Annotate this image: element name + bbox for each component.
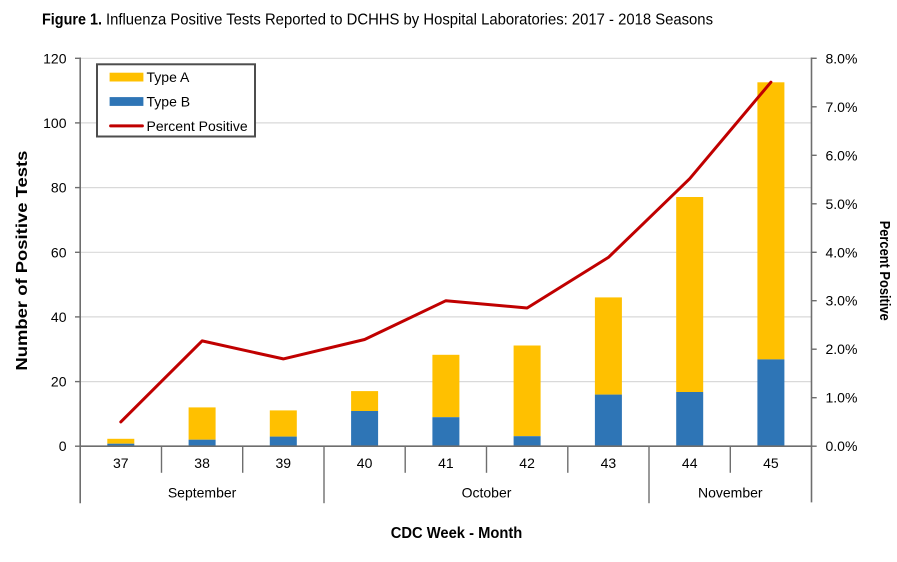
svg-text:1.0%: 1.0% — [826, 390, 858, 406]
svg-text:37: 37 — [113, 455, 129, 471]
svg-text:5.0%: 5.0% — [826, 196, 858, 212]
svg-text:September: September — [168, 485, 237, 501]
svg-text:41: 41 — [438, 455, 454, 471]
svg-text:100: 100 — [43, 115, 67, 131]
svg-text:Number of Positive Tests: Number of Positive Tests — [14, 150, 31, 370]
svg-text:4.0%: 4.0% — [826, 244, 858, 260]
svg-text:40: 40 — [51, 309, 67, 325]
svg-text:8.0%: 8.0% — [826, 50, 858, 66]
svg-text:Figure 1.: Figure 1. — [42, 12, 102, 29]
svg-text:45: 45 — [763, 455, 779, 471]
svg-text:2.0%: 2.0% — [826, 341, 858, 357]
svg-text:0: 0 — [59, 438, 67, 454]
svg-text:Percent Positive: Percent Positive — [876, 221, 893, 321]
svg-text:80: 80 — [51, 180, 67, 196]
svg-text:7.0%: 7.0% — [826, 99, 858, 115]
svg-text:40: 40 — [357, 455, 373, 471]
svg-text:43: 43 — [601, 455, 617, 471]
svg-text:3.0%: 3.0% — [826, 293, 858, 309]
svg-text:Percent Positive: Percent Positive — [147, 118, 248, 134]
svg-text:Type B: Type B — [147, 93, 191, 109]
svg-text:20: 20 — [51, 374, 67, 390]
svg-text:November: November — [698, 485, 763, 501]
svg-text:39: 39 — [276, 455, 292, 471]
svg-text:42: 42 — [519, 455, 535, 471]
svg-text:6.0%: 6.0% — [826, 147, 858, 163]
svg-text:October: October — [462, 485, 512, 501]
svg-text:Type A: Type A — [147, 69, 190, 85]
svg-text:44: 44 — [682, 455, 698, 471]
svg-text:60: 60 — [51, 244, 67, 260]
svg-text:38: 38 — [194, 455, 210, 471]
svg-text:CDC Week - Month: CDC Week - Month — [391, 525, 523, 542]
svg-text:Influenza Positive Tests Repor: Influenza Positive Tests Reported to DCH… — [106, 12, 713, 29]
svg-text:0.0%: 0.0% — [826, 438, 858, 454]
svg-text:120: 120 — [43, 50, 67, 66]
